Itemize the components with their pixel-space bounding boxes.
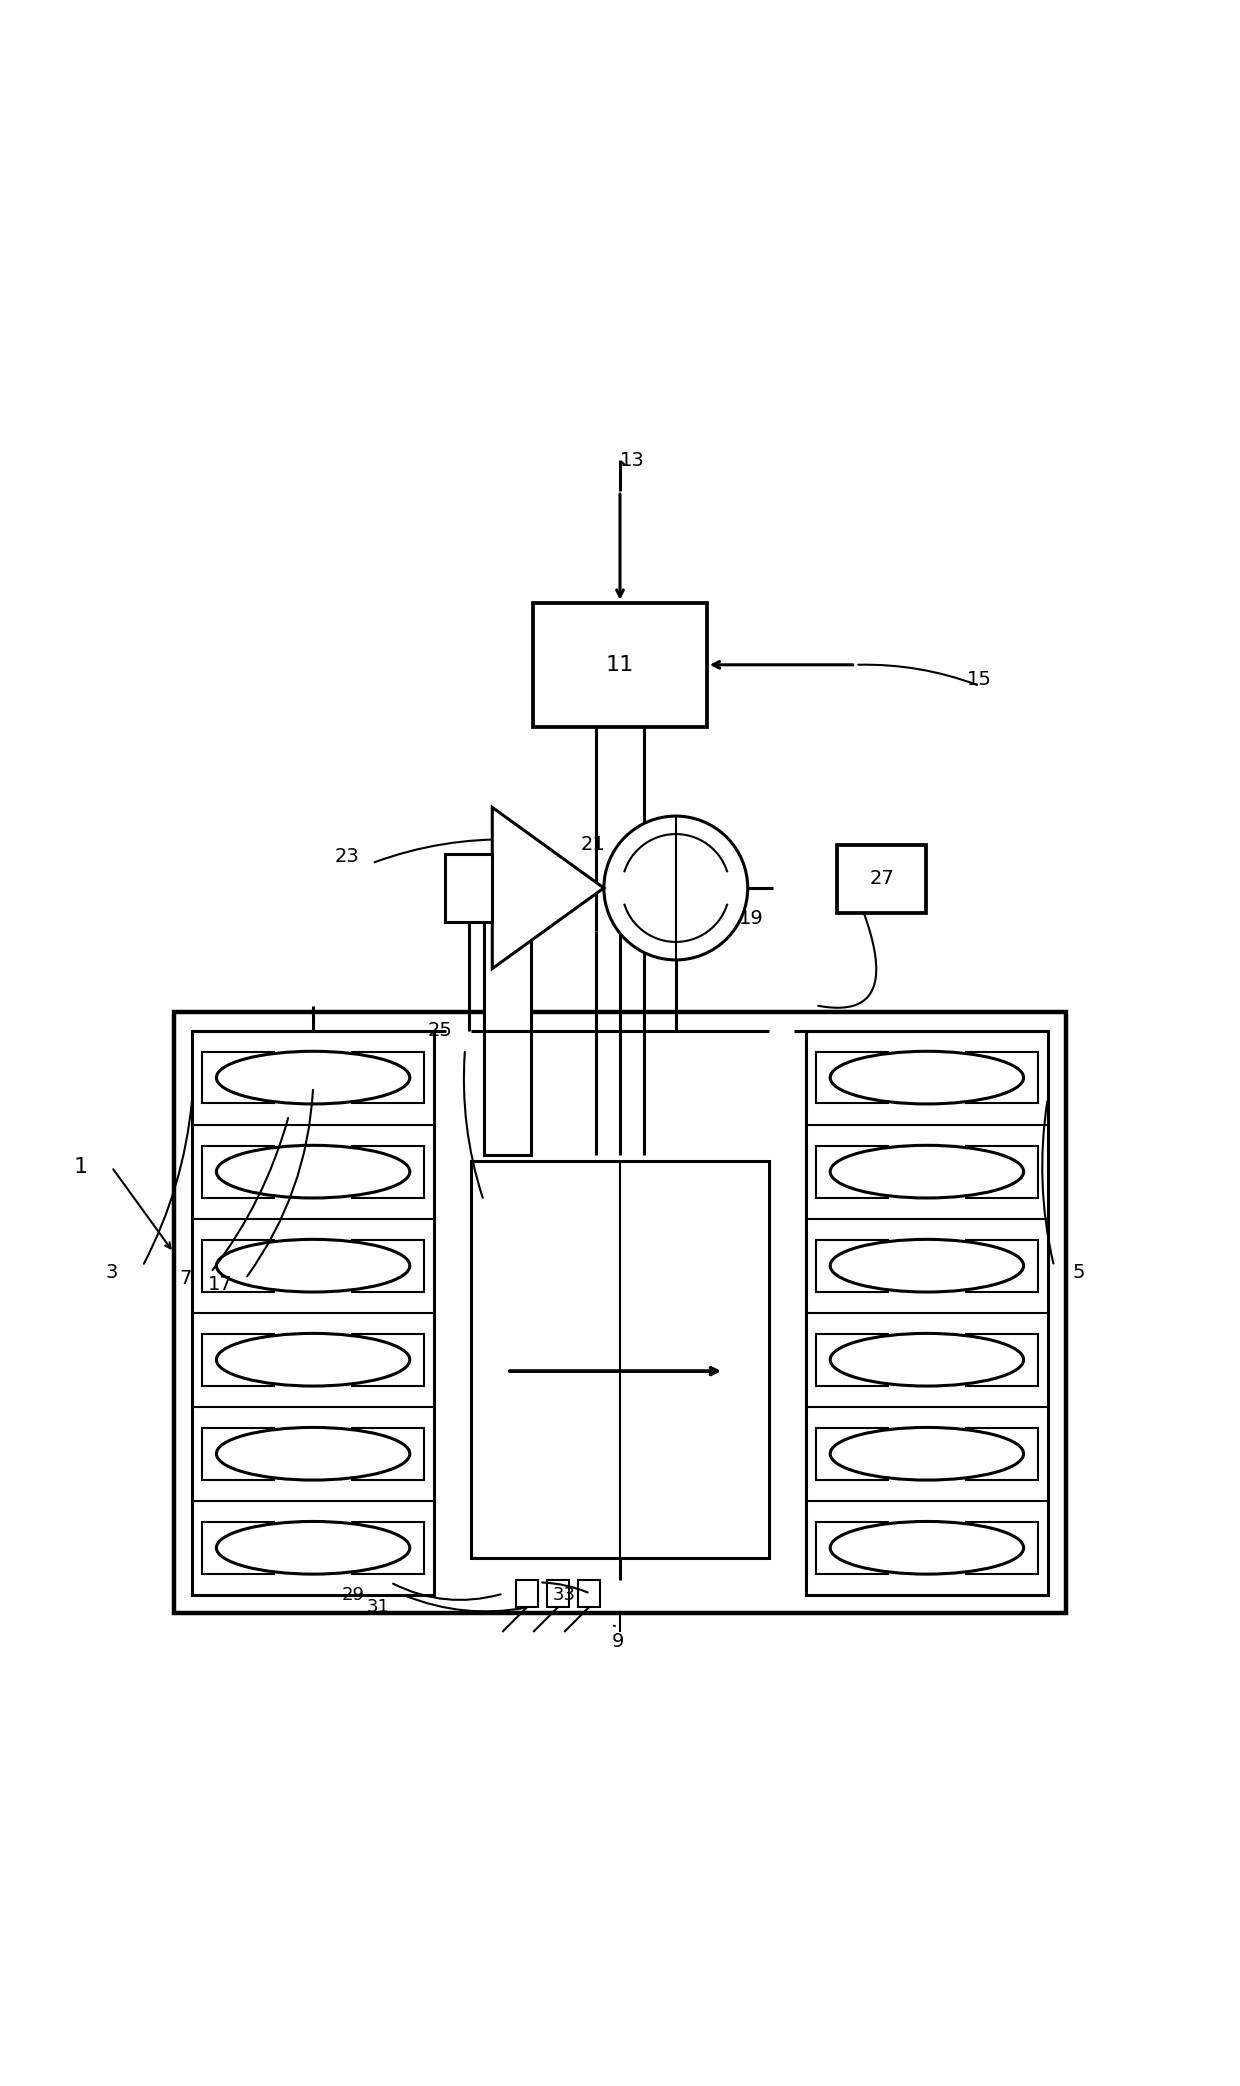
Text: 7: 7 [180, 1268, 192, 1287]
Bar [816, 1523, 888, 1573]
Bar [174, 1012, 1066, 1612]
Bar [966, 1429, 1038, 1479]
Bar [352, 1145, 424, 1197]
Text: 17: 17 [208, 1275, 233, 1293]
Ellipse shape [216, 1051, 409, 1103]
Text: 23: 23 [335, 847, 360, 866]
Text: 13: 13 [620, 451, 645, 469]
Polygon shape [492, 807, 604, 968]
Bar [352, 1429, 424, 1479]
Bar [816, 1333, 888, 1385]
Text: 29: 29 [342, 1585, 365, 1604]
Bar [837, 845, 926, 914]
Bar [471, 1160, 769, 1558]
Ellipse shape [216, 1427, 409, 1481]
Bar [202, 1429, 274, 1479]
Bar [352, 1051, 424, 1103]
Ellipse shape [216, 1145, 409, 1197]
Bar [202, 1239, 274, 1291]
Bar [816, 1145, 888, 1197]
Ellipse shape [216, 1239, 409, 1291]
Bar [352, 1523, 424, 1573]
Ellipse shape [216, 1333, 409, 1385]
Text: 1: 1 [73, 1158, 88, 1177]
Text: 3: 3 [105, 1262, 118, 1283]
Bar [202, 1333, 274, 1385]
Text: 19: 19 [739, 909, 764, 928]
Bar [192, 1030, 434, 1596]
Bar [966, 1333, 1038, 1385]
Bar [202, 1145, 274, 1197]
Bar [202, 1523, 274, 1573]
Bar [445, 853, 492, 922]
Ellipse shape [216, 1521, 409, 1575]
Text: 31: 31 [367, 1598, 389, 1617]
Text: 21: 21 [580, 834, 605, 853]
Circle shape [604, 816, 748, 960]
Text: 33: 33 [553, 1585, 575, 1604]
Bar [806, 1030, 1048, 1596]
Ellipse shape [831, 1333, 1024, 1385]
Bar [816, 1239, 888, 1291]
Bar [202, 1051, 274, 1103]
Text: 9: 9 [611, 1633, 624, 1652]
Bar [516, 1579, 538, 1606]
Text: 5: 5 [1073, 1262, 1085, 1283]
Text: 15: 15 [967, 670, 992, 688]
Bar [484, 882, 531, 1154]
Ellipse shape [831, 1521, 1024, 1575]
Bar [966, 1523, 1038, 1573]
Ellipse shape [831, 1051, 1024, 1103]
Bar [966, 1051, 1038, 1103]
Text: 27: 27 [869, 870, 894, 889]
Bar [352, 1333, 424, 1385]
Text: 11: 11 [606, 655, 634, 674]
Bar [352, 1239, 424, 1291]
Ellipse shape [831, 1427, 1024, 1481]
Bar [533, 603, 707, 726]
Ellipse shape [831, 1239, 1024, 1291]
Bar [578, 1579, 600, 1606]
Ellipse shape [831, 1145, 1024, 1197]
Bar [816, 1051, 888, 1103]
Bar [547, 1579, 569, 1606]
Bar [966, 1239, 1038, 1291]
Bar [816, 1429, 888, 1479]
Text: 25: 25 [428, 1022, 453, 1041]
Bar [966, 1145, 1038, 1197]
